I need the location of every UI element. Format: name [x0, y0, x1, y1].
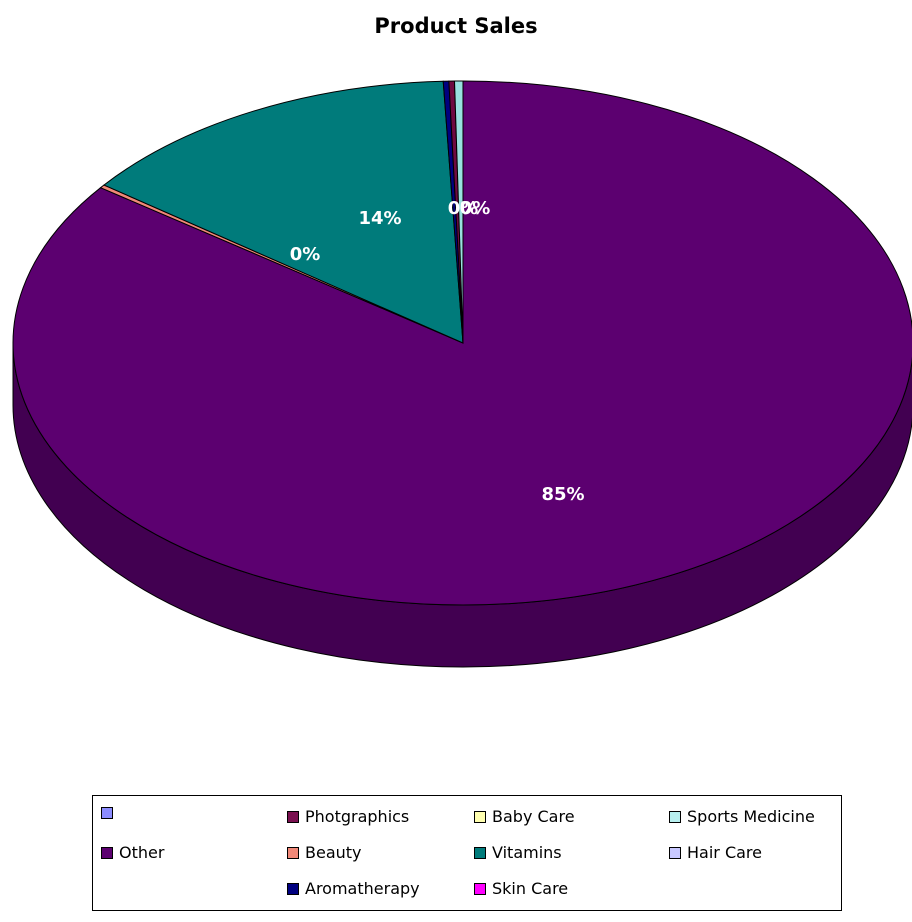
- legend-item: Skin Care: [474, 879, 568, 898]
- legend-label: Other: [119, 843, 165, 862]
- legend-swatch: [669, 810, 681, 823]
- legend-label: Sports Medicine: [687, 807, 815, 826]
- legend-item: Other: [101, 843, 164, 862]
- pct-label-sports-medicine: 0%: [460, 198, 491, 219]
- legend-item: Hair Care: [669, 843, 762, 862]
- legend: Photgraphics Baby Care Sports Medicine Othe…: [92, 795, 842, 911]
- legend-label: Hair Care: [687, 843, 762, 862]
- legend-item: Aromatherapy: [287, 879, 420, 898]
- legend-swatch: [474, 810, 486, 823]
- legend-label: Vitamins: [492, 843, 562, 862]
- pct-label-beauty: 0%: [290, 244, 321, 265]
- pie-slice-sports-medicine: [454, 80, 464, 344]
- pct-label-other: 85%: [541, 484, 584, 505]
- legend-swatch: [287, 846, 299, 859]
- chart-title: Product Sales: [374, 14, 538, 38]
- legend-swatch: [287, 810, 299, 823]
- pct-label-photgraphics: 0%: [448, 198, 479, 219]
- pie-slice-vitamins: [103, 80, 464, 344]
- legend-swatch: [669, 846, 681, 859]
- legend-item: [101, 807, 119, 819]
- legend-label: Photgraphics: [305, 807, 410, 826]
- legend-item: Beauty: [287, 843, 362, 862]
- legend-item: Photgraphics: [287, 807, 409, 826]
- legend-item: Sports Medicine: [669, 807, 815, 826]
- legend-label: Baby Care: [492, 807, 575, 826]
- legend-swatch: [474, 846, 486, 859]
- pct-label-vitamins: 14%: [358, 208, 401, 229]
- legend-item: Baby Care: [474, 807, 575, 826]
- legend-item: Vitamins: [474, 843, 562, 862]
- legend-swatch: [101, 807, 113, 819]
- legend-swatch: [287, 882, 299, 895]
- legend-label: Beauty: [305, 843, 362, 862]
- legend-label: Aromatherapy: [305, 879, 420, 898]
- legend-swatch: [101, 846, 113, 859]
- legend-swatch: [474, 882, 486, 895]
- legend-label: Skin Care: [492, 879, 569, 898]
